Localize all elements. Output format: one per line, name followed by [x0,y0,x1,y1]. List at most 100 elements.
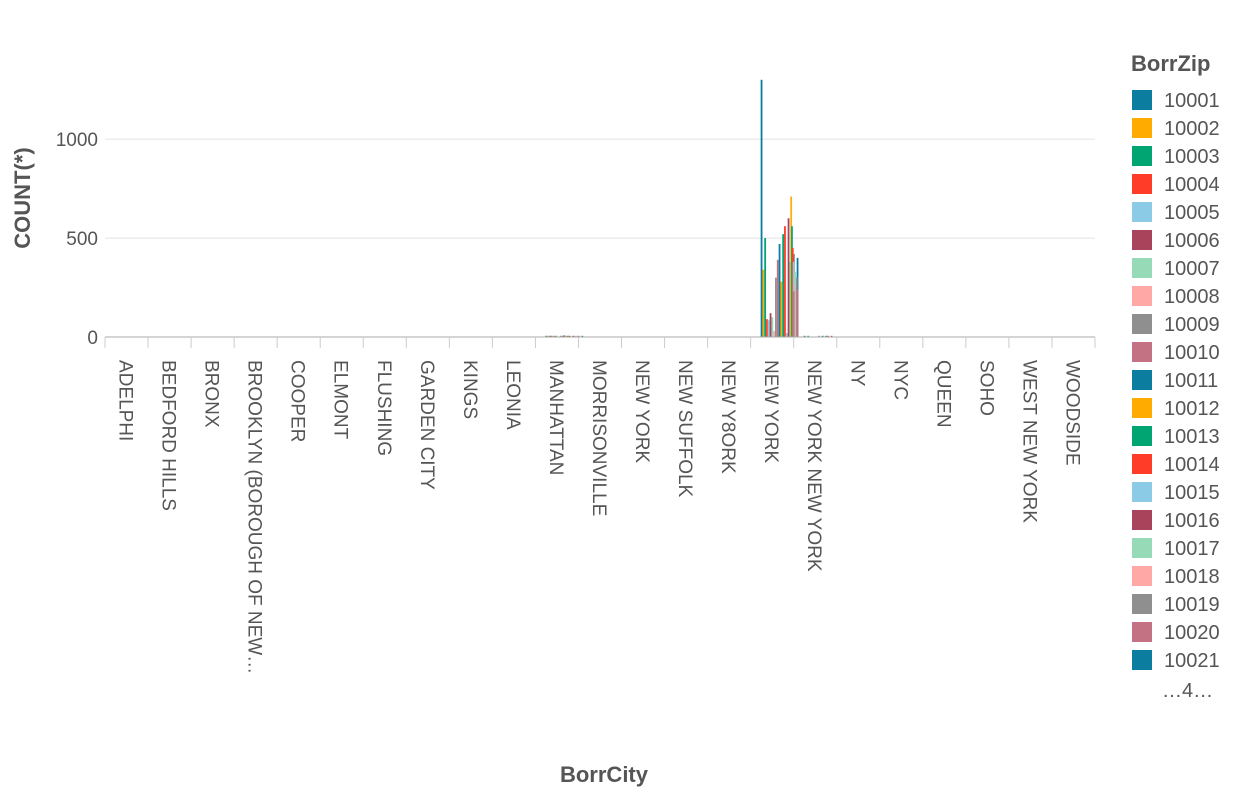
x-tick-label: BRONX [201,360,222,428]
legend-label-10003: 10003 [1164,146,1220,168]
legend-swatch-10007 [1132,258,1152,278]
bar-10016-15 [787,218,790,337]
y-axis: 0 500 1000 [56,130,98,349]
bar-10016-10 [572,335,575,337]
bar-10011-10 [563,335,566,337]
x-axis: ADELPHI BEDFORD HILLS BRONX BROOKLYN (BOROU… [104,336,1096,674]
legend-label-10020: 10020 [1164,622,1220,644]
bar-10021-10 [581,335,584,337]
bar-10011-15 [778,244,781,337]
bar-10001-16 [803,335,806,337]
bar-10003-15 [764,238,767,337]
legend-swatch-10003 [1132,146,1152,166]
legend-label-10005: 10005 [1164,202,1220,224]
legend-swatch-10016 [1132,510,1152,530]
x-tick-label: BEDFORD HILLS [158,360,179,511]
legend-label-10017: 10017 [1164,538,1220,560]
bar-10013-16 [825,335,828,337]
bar-10002-15 [762,269,765,337]
legend-label-10009: 10009 [1164,314,1220,336]
x-tick-label: KINGS [459,360,480,419]
x-tick-label: NEW Y8ORK [717,360,738,474]
bar-10010-10 [561,335,564,337]
legend-swatch-10002 [1132,118,1152,138]
x-tick-label: WEST NEW YORK [1018,360,1039,523]
legend-label-10001: 10001 [1164,90,1220,112]
legend-overflow: …4… [1162,680,1213,702]
legend-swatch-10014 [1132,454,1152,474]
legend-title: BorrZip [1131,51,1210,76]
x-tick-label: NEW YORK [631,360,652,463]
x-tick-label: NY [846,360,867,387]
bar-10014-16 [827,335,829,337]
y-tick-label: 500 [66,229,98,250]
y-tick-label: 0 [87,328,98,349]
bar-10009-10 [559,335,562,337]
legend-swatch-10012 [1132,398,1152,418]
x-tick-label: ELMONT [330,360,351,440]
legend: BorrZip 10001 10002 10003 10004 10005 10006 10… [1131,51,1220,702]
legend-swatch-10001 [1132,90,1152,110]
bar-10005-15 [767,320,770,337]
bar-10009-15 [775,277,777,337]
legend-label-10008: 10008 [1164,286,1220,308]
bar-10007-10 [556,335,559,337]
bar-10015-15 [785,333,788,337]
bar-10012-15 [780,281,783,337]
bar-10017-10 [574,335,577,337]
x-tick-label: SOHO [975,360,996,416]
x-tick-label: NEW YORK NEW YORK [803,360,824,572]
legend-label-10012: 10012 [1164,398,1220,420]
bar-10004-10 [550,335,553,337]
bar-10003-10 [549,335,551,337]
legend-swatch-10010 [1132,342,1152,362]
legend-label-10018: 10018 [1164,566,1220,588]
legend-swatch-10013 [1132,426,1152,446]
bar-10003-16 [807,335,810,337]
legend-swatch-10008 [1132,286,1152,306]
x-tick-label: WOODSIDE [1061,360,1082,466]
bar-10009-16 [818,335,820,337]
legend-label-10007: 10007 [1164,258,1220,280]
bar-10007-15 [771,317,774,337]
legend-swatch-10015 [1132,482,1152,502]
legend-swatch-10020 [1132,622,1152,642]
legend-swatch-10005 [1132,202,1152,222]
bar-10004-15 [766,319,768,337]
bar-10019-10 [577,335,580,337]
legend-label-10006: 10006 [1164,230,1220,252]
bar-10011-16 [821,335,824,337]
bar-10010-15 [776,259,779,337]
bar-10018-10 [576,335,578,337]
bar-10016-16 [830,335,833,337]
x-tick-label: NEW SUFFOLK [674,360,695,498]
bar-10006-10 [554,335,557,337]
legend-label-10019: 10019 [1164,594,1220,616]
bar-10013-10 [567,335,569,337]
legend-label-10016: 10016 [1164,510,1220,532]
bar-10013-15 [782,234,785,337]
bars [545,79,833,338]
bar-10012-10 [565,335,568,337]
legend-label-10004: 10004 [1164,174,1220,196]
bar-extra-8 [796,289,799,337]
x-tick-label: MANHATTAN [545,360,566,475]
x-tick-label: MORRISONVILLE [588,360,609,516]
x-tick-label: NEW YORK [760,360,781,463]
legend-swatch-10009 [1132,314,1152,334]
x-tick-label: BROOKLYN (BOROUGH OF NEW… [244,360,265,674]
legend-label-10014: 10014 [1164,454,1220,476]
bar-10005-10 [552,335,555,337]
grid-lines [105,138,1095,239]
legend-label-10011: 10011 [1164,370,1218,392]
legend-label-10010: 10010 [1164,342,1220,364]
x-tick-label: COOPER [287,360,308,442]
bar-10014-15 [784,226,786,337]
bar-10001-10 [545,335,548,337]
bar-10002-10 [547,335,550,337]
x-tick-label: LEONIA [502,360,523,430]
y-tick-label: 1000 [56,130,98,151]
x-tick-label: NYC [889,360,910,400]
legend-swatch-10004 [1132,174,1152,194]
